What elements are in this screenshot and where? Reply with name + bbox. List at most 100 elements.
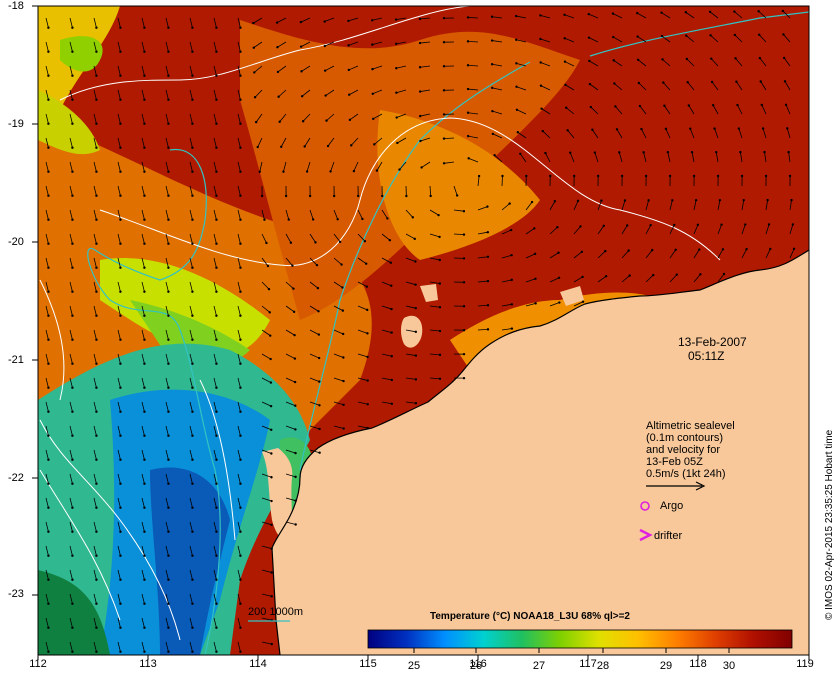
velocity-arrow	[93, 449, 97, 460]
velocity-arrow	[590, 106, 599, 115]
velocity-arrow	[573, 200, 579, 211]
velocity-arrow-head	[311, 218, 315, 221]
velocity-arrow	[492, 16, 503, 19]
velocity-arrow-head	[342, 379, 345, 383]
velocity-arrow-head	[191, 506, 194, 509]
velocity-arrow-head	[239, 170, 242, 173]
velocity-arrow-head	[215, 482, 218, 485]
velocity-arrow-head	[515, 62, 518, 65]
velocity-arrow-head	[556, 226, 559, 229]
velocity-arrow-head	[71, 650, 74, 653]
velocity-arrow-head	[95, 650, 98, 653]
velocity-arrow-head	[530, 200, 534, 204]
velocity-arrow	[758, 34, 767, 43]
velocity-arrow	[573, 276, 583, 283]
velocity-arrow-head	[270, 642, 273, 646]
velocity-arrow	[712, 105, 719, 115]
velocity-arrow	[141, 161, 145, 172]
argo-symbol	[640, 501, 650, 511]
velocity-arrow	[285, 521, 296, 525]
velocity-arrow-head	[323, 20, 326, 23]
velocity-arrow	[467, 64, 479, 67]
velocity-arrow-head	[462, 209, 466, 213]
velocity-arrow	[189, 425, 193, 436]
velocity-arrow-head	[782, 56, 786, 60]
velocity-arrow	[661, 35, 671, 43]
velocity-arrow	[665, 128, 671, 139]
velocity-arrow-head	[534, 302, 537, 305]
velocity-arrow	[396, 17, 407, 20]
velocity-arrow	[637, 12, 647, 19]
velocity-arrow	[261, 593, 272, 597]
velocity-arrow	[468, 112, 479, 115]
velocity-arrow	[189, 233, 193, 244]
velocity-arrow-head	[642, 151, 645, 154]
velocity-arrow-head	[95, 74, 98, 77]
velocity-arrow	[117, 137, 121, 148]
velocity-arrow-head	[282, 170, 285, 173]
velocity-arrow-head	[191, 266, 194, 269]
velocity-arrow-head	[686, 81, 689, 84]
velocity-arrow	[693, 249, 700, 259]
velocity-arrow-head	[258, 170, 261, 173]
velocity-arrow	[373, 113, 383, 120]
velocity-arrow	[117, 185, 121, 196]
velocity-arrow-head	[588, 82, 592, 86]
velocity-arrow-head	[191, 650, 194, 653]
velocity-arrow-head	[347, 93, 351, 96]
velocity-arrow	[45, 377, 49, 388]
velocity-arrow	[782, 10, 791, 19]
colorbar-tick-label: 29	[659, 660, 673, 672]
velocity-arrow-head	[47, 98, 50, 101]
velocity-arrow	[597, 200, 602, 211]
velocity-arrow-head	[515, 108, 519, 111]
velocity-arrow	[277, 41, 287, 48]
velocity-arrow	[621, 275, 630, 283]
velocity-arrow	[45, 137, 49, 148]
velocity-arrow-head	[390, 355, 393, 358]
velocity-arrow-head	[467, 157, 470, 160]
velocity-arrow	[189, 401, 193, 412]
velocity-arrow	[261, 545, 272, 550]
velocity-arrow	[333, 425, 344, 429]
velocity-arrow	[45, 185, 49, 196]
velocity-arrow	[324, 17, 335, 22]
velocity-arrow	[165, 41, 169, 52]
velocity-arrow	[540, 15, 551, 19]
velocity-arrow	[141, 305, 145, 316]
velocity-arrow	[141, 233, 145, 244]
velocity-arrow	[189, 41, 193, 52]
velocity-arrow-head	[239, 74, 242, 77]
velocity-arrow-head	[47, 290, 50, 293]
velocity-arrow	[545, 152, 551, 163]
velocity-arrow-head	[318, 451, 321, 454]
velocity-arrow	[69, 641, 73, 652]
velocity-arrow	[45, 497, 49, 508]
velocity-arrow-head	[143, 194, 146, 197]
velocity-arrow-head	[689, 127, 692, 130]
velocity-arrow-head	[239, 650, 242, 653]
velocity-arrow	[117, 161, 121, 172]
velocity-arrow-head	[167, 242, 170, 245]
velocity-arrow	[117, 425, 121, 436]
velocity-arrow	[381, 257, 392, 264]
velocity-arrow-head	[718, 198, 722, 202]
velocity-arrow-head	[71, 290, 74, 293]
velocity-arrow	[685, 11, 695, 19]
velocity-arrow	[372, 17, 383, 21]
velocity-arrow-head	[342, 427, 345, 430]
velocity-arrow-head	[167, 482, 170, 485]
velocity-arrow	[429, 305, 440, 308]
velocity-arrow	[357, 353, 368, 358]
velocity-arrow-head	[516, 131, 520, 134]
velocity-arrow	[283, 161, 287, 172]
velocity-arrow	[381, 353, 392, 357]
velocity-arrow	[237, 281, 241, 292]
velocity-arrow-head	[167, 98, 170, 101]
velocity-arrow	[376, 161, 383, 171]
velocity-arrow	[309, 281, 319, 289]
velocity-arrow	[349, 89, 359, 96]
velocity-arrow-head	[71, 458, 74, 461]
velocity-arrow	[213, 233, 217, 244]
velocity-arrow-head	[541, 129, 544, 133]
